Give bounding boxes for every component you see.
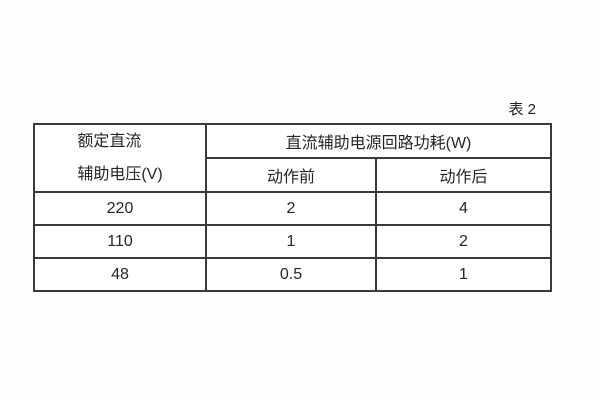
subheader-before-cell: 动作前 xyxy=(205,157,377,193)
before-cell: 1 xyxy=(205,224,377,259)
voltage-header-text: 额定直流 辅助电压(V) xyxy=(77,125,162,191)
voltage-cell: 110 xyxy=(33,224,207,259)
header-row-sub: 动作前 动作后 xyxy=(34,157,553,193)
voltage-header-line1: 额定直流 xyxy=(77,133,142,150)
header-row-group: 额定直流 辅助电压(V) 直流辅助电源回路功耗(W) xyxy=(33,123,553,193)
before-cell: 0.5 xyxy=(205,257,377,292)
table-caption: 表 2 xyxy=(508,101,536,118)
table-row: 48 0.5 1 xyxy=(33,257,553,292)
before-cell: 2 xyxy=(205,191,377,226)
voltage-header-cell: 额定直流 辅助电压(V) xyxy=(33,123,207,193)
table-row: 110 1 2 xyxy=(33,224,553,259)
group-header-cell: 直流辅助电源回路功耗(W) xyxy=(204,123,553,159)
power-consumption-table: 额定直流 辅助电压(V) 直流辅助电源回路功耗(W) 动作前 动作后 220 2… xyxy=(33,123,553,292)
voltage-header-line2: 辅助电压(V) xyxy=(77,166,163,183)
voltage-cell: 220 xyxy=(33,191,207,226)
table-row: 220 2 4 xyxy=(33,191,553,226)
subheader-after-cell: 动作后 xyxy=(374,157,553,193)
voltage-cell: 48 xyxy=(33,257,207,292)
after-cell: 1 xyxy=(374,257,553,292)
after-cell: 4 xyxy=(374,191,553,226)
after-cell: 2 xyxy=(374,224,553,259)
